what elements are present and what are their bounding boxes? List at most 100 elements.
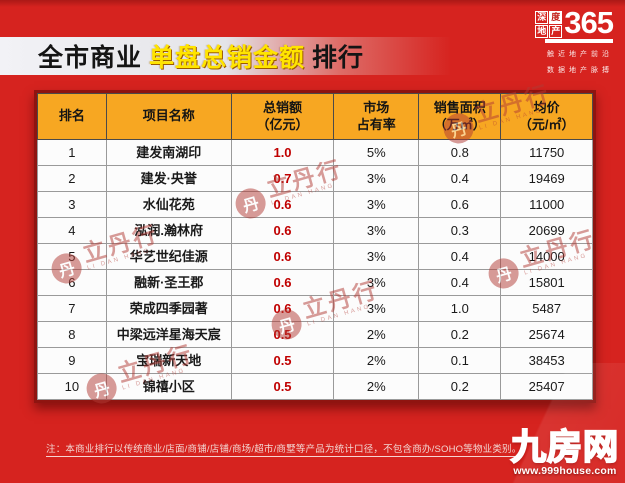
table-row: 5 华艺世纪佳源 0.6 3% 0.4 14000 xyxy=(37,243,593,270)
brand-char-4: 产 xyxy=(549,25,563,38)
cell-price: 25407 xyxy=(500,373,593,400)
title-band: 全市商业 单盘总销金额 排行 xyxy=(0,37,470,75)
brand-char-1: 深 xyxy=(535,11,549,24)
column-header-0: 排名 xyxy=(37,93,107,140)
cell-name: 水仙花苑 xyxy=(105,191,232,218)
cell-sales: 0.6 xyxy=(230,295,335,322)
cell-rank: 6 xyxy=(37,269,107,296)
table-row: 7 荣成四季园著 0.6 3% 1.0 5487 xyxy=(37,295,593,322)
cell-share: 2% xyxy=(333,321,420,348)
cell-sales: 1.0 xyxy=(230,139,335,166)
cell-area: 0.3 xyxy=(418,217,502,244)
cell-name: 华艺世纪佳源 xyxy=(105,243,232,270)
cell-sales: 0.6 xyxy=(230,217,335,244)
cell-rank: 5 xyxy=(37,243,107,270)
column-header-2: 总销额 （亿元） xyxy=(230,93,335,140)
cell-share: 3% xyxy=(333,295,420,322)
cell-area: 0.4 xyxy=(418,243,502,270)
cell-area: 0.4 xyxy=(418,165,502,192)
brand-divider-bar xyxy=(545,39,613,43)
brand-number-365: 365 xyxy=(564,5,614,40)
cell-name: 泓润.瀚林府 xyxy=(105,217,232,244)
cell-price: 15801 xyxy=(500,269,593,296)
cell-rank: 1 xyxy=(37,139,107,166)
brand-char-2: 度 xyxy=(549,11,563,24)
page-title-suffix: 排行 xyxy=(312,44,365,72)
page-title: 全市商业 单盘总销金额 排行 xyxy=(38,38,364,74)
cell-name: 锦禧小区 xyxy=(105,373,232,400)
footnote-underline xyxy=(46,456,520,457)
brand-char-3: 地 xyxy=(535,25,549,38)
cell-rank: 9 xyxy=(37,347,107,374)
table-body: 1 建发南湖印 1.0 5% 0.8 11750 2 建发·央誉 0.7 3% 0.4 19469 3 水… xyxy=(37,139,593,400)
cell-price: 5487 xyxy=(500,295,593,322)
table-row: 10 锦禧小区 0.5 2% 0.2 25407 xyxy=(37,373,593,400)
cell-share: 3% xyxy=(333,165,420,192)
cell-name: 宝瑞新天地 xyxy=(105,347,232,374)
column-header-3: 市场 占有率 xyxy=(333,93,420,140)
cell-price: 38453 xyxy=(500,347,593,374)
cell-name: 中梁远洋星海天宸 xyxy=(105,321,232,348)
cell-price: 11000 xyxy=(500,191,593,218)
footer-brand-name: 九房网 xyxy=(510,428,619,467)
cell-price: 14000 xyxy=(500,243,593,270)
cell-sales: 0.6 xyxy=(230,243,335,270)
footer-brand-logo: 九房网 www.999house.com xyxy=(510,428,619,477)
table-header: 排名 项目名称 总销额 （亿元） 市场 占有率 销售面积 （万㎡） 均价 （元/㎡） xyxy=(37,93,593,140)
cell-sales: 0.5 xyxy=(230,347,335,374)
table-row: 3 水仙花苑 0.6 3% 0.6 11000 xyxy=(37,191,593,218)
cell-share: 5% xyxy=(333,139,420,166)
table-row: 6 融新·圣王郡 0.6 3% 0.4 15801 xyxy=(37,269,593,296)
column-header-4: 销售面积 （万㎡） xyxy=(418,93,502,140)
cell-share: 3% xyxy=(333,269,420,296)
cell-price: 19469 xyxy=(500,165,593,192)
cell-sales: 0.5 xyxy=(230,321,335,348)
footnote: 注：本商业排行以传统商业/店面/商铺/店铺/商场/超市/商墅等产品为统计口径，不… xyxy=(46,444,522,455)
table-row: 4 泓润.瀚林府 0.6 3% 0.3 20699 xyxy=(37,217,593,244)
table-row: 2 建发·央誉 0.7 3% 0.4 19469 xyxy=(37,165,593,192)
table-row: 8 中梁远洋星海天宸 0.5 2% 0.2 25674 xyxy=(37,321,593,348)
cell-area: 0.4 xyxy=(418,269,502,296)
cell-share: 3% xyxy=(333,191,420,218)
table-row: 9 宝瑞新天地 0.5 2% 0.1 38453 xyxy=(37,347,593,374)
table-row: 1 建发南湖印 1.0 5% 0.8 11750 xyxy=(37,139,593,166)
cell-name: 建发南湖印 xyxy=(105,139,232,166)
cell-rank: 2 xyxy=(37,165,107,192)
cell-sales: 0.7 xyxy=(230,165,335,192)
brand-logo-365: 深 度 地 产 365 触近地产前沿 数据地产脉搏 xyxy=(521,5,614,75)
cell-rank: 4 xyxy=(37,217,107,244)
cell-rank: 3 xyxy=(37,191,107,218)
cell-area: 0.8 xyxy=(418,139,502,166)
cell-area: 0.2 xyxy=(418,373,502,400)
top-shade-decoration xyxy=(0,0,625,7)
cell-area: 0.2 xyxy=(418,321,502,348)
ranking-table-frame: 排名 项目名称 总销额 （亿元） 市场 占有率 销售面积 （万㎡） 均价 （元/㎡） 1 建发南湖印… xyxy=(34,90,596,403)
cell-share: 2% xyxy=(333,373,420,400)
page-title-highlight: 单盘总销金额 xyxy=(149,44,306,72)
cell-rank: 7 xyxy=(37,295,107,322)
column-header-1: 项目名称 xyxy=(105,93,232,140)
cell-sales: 0.6 xyxy=(230,269,335,296)
brand-tagline-2: 数据地产脉搏 xyxy=(547,67,613,74)
cell-sales: 0.6 xyxy=(230,191,335,218)
cell-price: 25674 xyxy=(500,321,593,348)
cell-name: 荣成四季园著 xyxy=(105,295,232,322)
cell-name: 融新·圣王郡 xyxy=(105,269,232,296)
cell-rank: 10 xyxy=(37,373,107,400)
footer-brand-url: www.999house.com xyxy=(513,465,617,477)
brand-logo-top: 深 度 地 产 365 xyxy=(521,5,614,40)
page-title-prefix: 全市商业 xyxy=(38,44,143,72)
ranking-table: 排名 项目名称 总销额 （亿元） 市场 占有率 销售面积 （万㎡） 均价 （元/㎡） 1 建发南湖印… xyxy=(37,93,593,400)
cell-area: 0.1 xyxy=(418,347,502,374)
cell-share: 2% xyxy=(333,347,420,374)
cell-area: 0.6 xyxy=(418,191,502,218)
cell-rank: 8 xyxy=(37,321,107,348)
cell-share: 3% xyxy=(333,217,420,244)
cell-share: 3% xyxy=(333,243,420,270)
brand-tagline-1: 触近地产前沿 xyxy=(547,51,613,58)
cell-name: 建发·央誉 xyxy=(105,165,232,192)
cell-sales: 0.5 xyxy=(230,373,335,400)
cell-price: 11750 xyxy=(500,139,593,166)
cell-area: 1.0 xyxy=(418,295,502,322)
